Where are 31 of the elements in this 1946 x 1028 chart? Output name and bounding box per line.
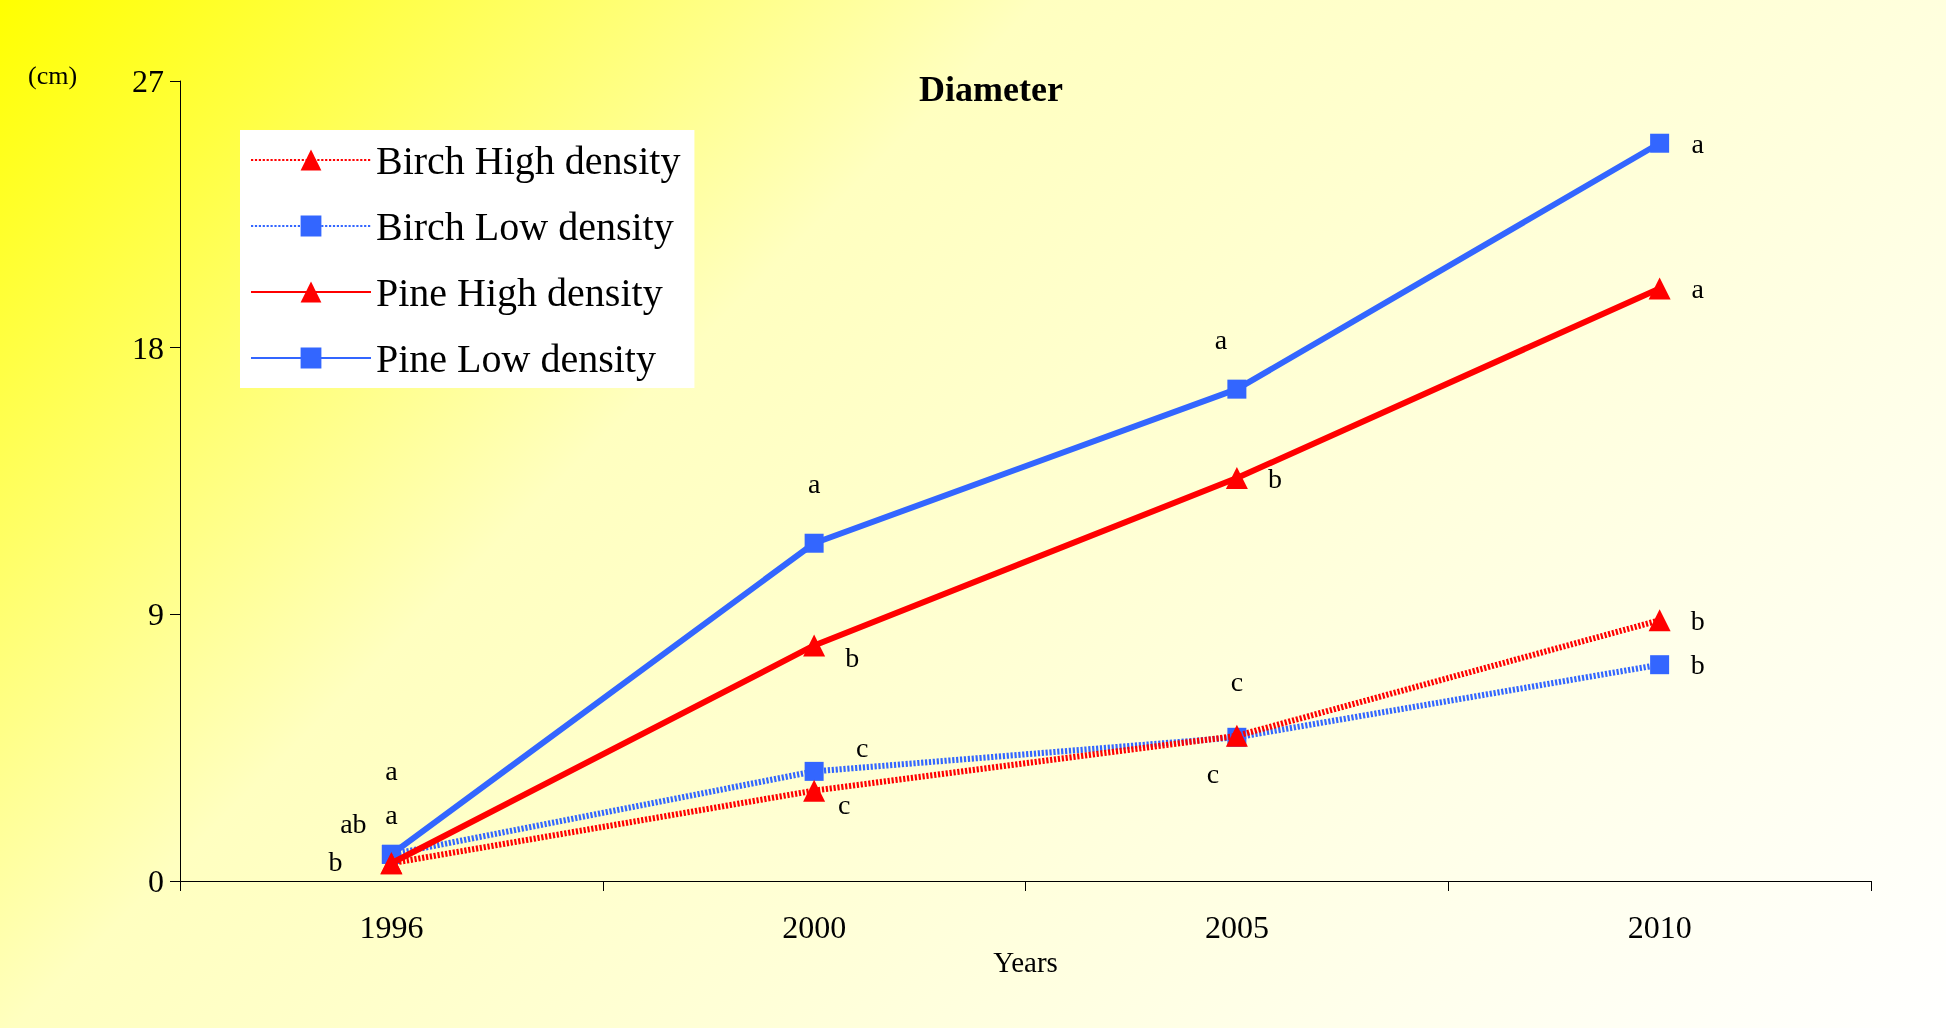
legend-label: Pine High density xyxy=(376,269,663,315)
data-label: b xyxy=(1690,604,1705,636)
data-label: a xyxy=(385,798,399,830)
x-axis-title: Years xyxy=(993,946,1058,979)
data-label: ab xyxy=(340,807,367,839)
data-label: c xyxy=(1206,757,1220,789)
data-label: c xyxy=(855,731,869,763)
x-tick-label: 1996 xyxy=(359,909,424,945)
data-label: b xyxy=(1690,649,1705,681)
y-tick-label: 9 xyxy=(148,596,164,633)
x-tick-label: 2000 xyxy=(782,909,847,945)
data-label: c xyxy=(1230,666,1244,698)
x-tick-label: 2010 xyxy=(1627,909,1692,945)
data-label: a xyxy=(1691,272,1705,304)
data-label: b xyxy=(1267,462,1282,494)
legend-label: Birch High density xyxy=(376,137,681,183)
y-tick-label: 27 xyxy=(132,63,164,99)
y-axis-title: (cm) xyxy=(28,60,78,90)
y-tick-label: 0 xyxy=(148,863,164,899)
data-label: b xyxy=(845,641,860,673)
y-tick-label: 18 xyxy=(132,329,164,366)
data-label: a xyxy=(807,467,821,499)
data-label: a xyxy=(1214,323,1228,355)
x-tick-label: 2005 xyxy=(1204,909,1269,945)
legend-label: Pine Low density xyxy=(376,335,656,381)
data-label: c xyxy=(837,789,851,821)
data-label: b xyxy=(328,845,343,877)
data-label: a xyxy=(385,754,399,786)
legend-label: Birch Low density xyxy=(376,203,674,249)
data-label: a xyxy=(1691,127,1705,159)
chart-title: Diameter xyxy=(919,69,1063,109)
